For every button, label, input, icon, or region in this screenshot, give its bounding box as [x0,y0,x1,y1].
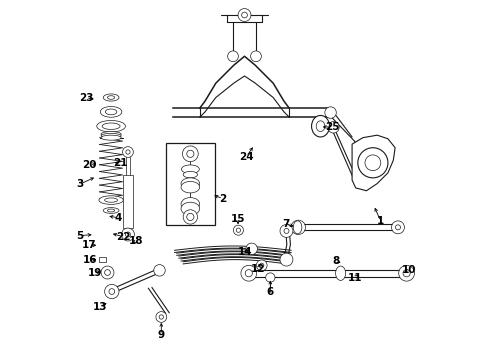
Ellipse shape [101,134,121,138]
Ellipse shape [104,198,117,202]
Text: 22: 22 [116,232,130,242]
Circle shape [398,265,414,281]
Text: 5: 5 [76,231,83,240]
Circle shape [104,284,119,299]
Text: 1: 1 [376,216,384,226]
Ellipse shape [181,202,199,215]
Circle shape [245,243,257,255]
Circle shape [186,150,194,157]
Text: 24: 24 [239,152,253,162]
Circle shape [395,225,400,230]
Text: 9: 9 [158,330,164,340]
Circle shape [259,263,264,267]
Circle shape [186,213,194,221]
Text: 8: 8 [332,256,339,266]
Ellipse shape [181,165,199,174]
Circle shape [357,148,387,178]
Ellipse shape [316,121,324,132]
Ellipse shape [181,198,199,211]
Ellipse shape [103,94,119,101]
Circle shape [227,51,238,62]
Circle shape [153,265,165,276]
Ellipse shape [100,107,122,117]
Circle shape [241,12,247,18]
Circle shape [182,146,198,162]
Polygon shape [351,135,394,191]
Bar [122,175,133,228]
Text: 19: 19 [87,267,102,278]
Text: 13: 13 [93,302,107,312]
Circle shape [295,225,301,230]
Circle shape [290,220,305,234]
Ellipse shape [293,221,301,234]
Circle shape [402,270,409,277]
Circle shape [284,228,288,233]
Circle shape [233,225,243,235]
Text: 4: 4 [114,213,122,222]
Text: 10: 10 [402,265,416,275]
Ellipse shape [105,109,117,115]
Ellipse shape [181,181,199,193]
Ellipse shape [107,96,115,99]
Bar [165,143,215,225]
Text: 18: 18 [129,236,143,246]
Text: 23: 23 [79,93,93,103]
Circle shape [236,228,240,232]
Ellipse shape [101,132,121,136]
Ellipse shape [107,209,115,212]
Circle shape [327,122,339,133]
Ellipse shape [311,116,329,137]
Text: 21: 21 [113,158,128,168]
Circle shape [244,270,252,277]
Ellipse shape [335,266,345,280]
Text: 17: 17 [82,240,97,250]
Circle shape [324,107,336,118]
Circle shape [122,147,133,157]
Ellipse shape [103,208,119,213]
Text: 6: 6 [266,287,273,297]
Ellipse shape [183,171,197,178]
Text: 20: 20 [82,160,97,170]
Text: 15: 15 [230,214,245,224]
Ellipse shape [101,135,121,140]
Circle shape [241,265,256,281]
Circle shape [280,253,292,266]
Circle shape [250,51,261,62]
Circle shape [265,273,274,282]
Text: 14: 14 [238,247,252,257]
Circle shape [109,289,115,294]
Circle shape [125,232,130,237]
Ellipse shape [102,123,120,130]
Ellipse shape [181,178,199,189]
Circle shape [104,270,110,275]
Circle shape [125,150,130,154]
Circle shape [121,228,134,241]
Circle shape [391,221,404,234]
Bar [99,257,105,262]
Circle shape [256,260,266,271]
Circle shape [183,210,197,224]
Text: 12: 12 [250,264,265,274]
Circle shape [364,155,380,171]
Circle shape [280,225,292,237]
Circle shape [238,9,250,22]
Text: 25: 25 [325,122,339,132]
Text: 11: 11 [347,273,362,283]
Text: 7: 7 [282,219,289,229]
Circle shape [159,315,163,319]
Ellipse shape [99,196,123,204]
Circle shape [101,266,114,279]
Text: 16: 16 [82,255,97,265]
Text: 2: 2 [219,194,226,204]
Text: 3: 3 [76,179,83,189]
Circle shape [156,312,166,322]
Ellipse shape [97,121,125,132]
